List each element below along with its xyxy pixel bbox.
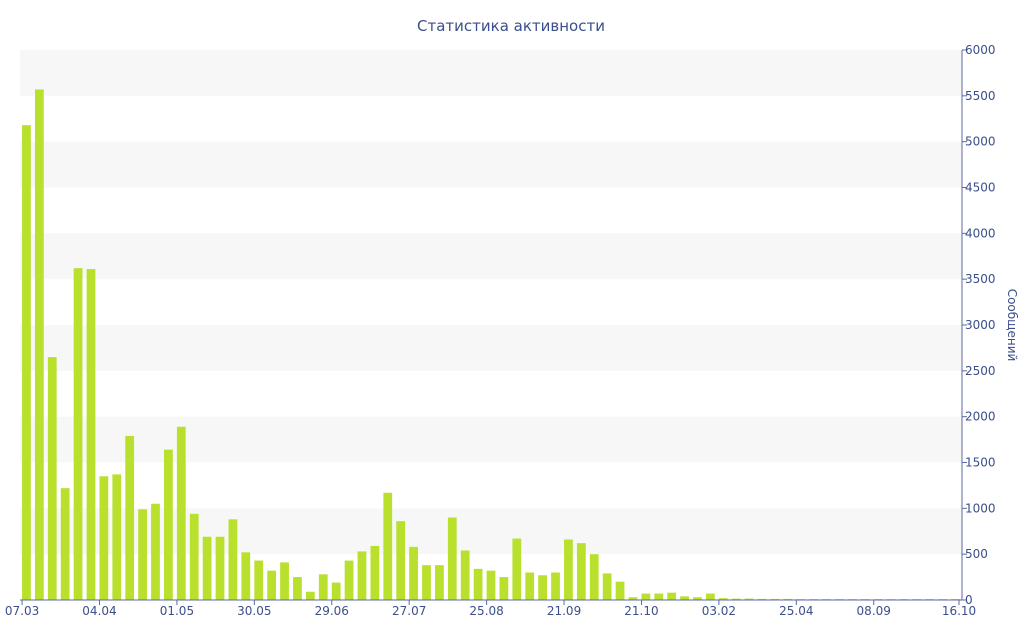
- bar: [473, 568, 483, 600]
- bar: [435, 565, 444, 600]
- bar: [318, 574, 328, 600]
- bar: [202, 536, 212, 600]
- y-axis-label: Сообщений: [1005, 289, 1019, 362]
- bar: [602, 573, 612, 600]
- bar: [486, 570, 496, 600]
- bar: [138, 509, 147, 600]
- bar: [422, 565, 431, 600]
- bar: [344, 560, 354, 600]
- bar: [396, 521, 406, 600]
- y-tick-label: 2000: [965, 410, 996, 424]
- bar: [551, 572, 560, 600]
- y-tick-label: 4000: [965, 226, 996, 240]
- x-tick-label: 29.06: [315, 604, 349, 618]
- bar: [164, 449, 173, 600]
- bar: [176, 426, 186, 600]
- bar: [305, 591, 315, 600]
- x-tick-label: 04.04: [82, 604, 116, 618]
- bar: [770, 598, 780, 600]
- x-tick-label: 25.08: [469, 604, 503, 618]
- bar: [757, 598, 767, 600]
- y-tick-label: 1000: [965, 501, 996, 515]
- x-tick-label: 30.05: [237, 604, 271, 618]
- bar: [589, 554, 599, 600]
- y-tick-label: 1500: [965, 456, 996, 470]
- bar: [783, 598, 793, 600]
- bar: [189, 513, 199, 600]
- grid-band: [20, 141, 962, 188]
- chart-title: Статистика активности: [417, 17, 605, 35]
- bar: [254, 560, 264, 600]
- bar: [447, 517, 457, 600]
- bar: [99, 476, 109, 600]
- bar: [47, 357, 57, 600]
- bar: [564, 539, 573, 600]
- bar: [705, 593, 715, 600]
- bar: [693, 597, 702, 600]
- bar: [654, 593, 664, 600]
- bar: [331, 582, 341, 600]
- bar: [576, 543, 586, 600]
- bar: [628, 597, 638, 600]
- bar: [86, 269, 96, 600]
- bar: [744, 598, 754, 601]
- grid-band: [20, 50, 962, 96]
- bar: [34, 89, 44, 601]
- bar: [512, 538, 522, 600]
- bar: [73, 268, 83, 600]
- x-tick-label: 07.03: [5, 604, 39, 618]
- bar: [357, 551, 367, 600]
- grid-band: [20, 416, 962, 463]
- grid-band: [20, 233, 962, 280]
- y-tick-label: 3500: [965, 272, 996, 286]
- x-tick-label: 21.10: [624, 604, 658, 618]
- y-tick-label: 500: [965, 547, 988, 561]
- bar: [667, 592, 677, 600]
- bar: [538, 575, 547, 600]
- y-tick-label: 5000: [965, 135, 996, 149]
- bar: [241, 552, 251, 600]
- bar: [267, 570, 277, 600]
- y-tick-label: 3000: [965, 318, 996, 332]
- x-tick-label: 03.02: [702, 604, 736, 618]
- y-tick-label: 2500: [965, 364, 996, 378]
- x-tick-label: 01.05: [160, 604, 194, 618]
- bar: [731, 598, 741, 601]
- y-axis-ticks: 0 500 1000 1500 2000 2500 3000 3500 4000 4500 5000…: [962, 43, 996, 607]
- y-tick-label: 5500: [965, 89, 996, 103]
- y-tick-label: 4500: [965, 181, 996, 195]
- y-tick-label: 6000: [965, 43, 996, 57]
- bar: [680, 596, 689, 600]
- bar: [293, 577, 302, 600]
- x-tick-label: 25.04: [779, 604, 813, 618]
- x-tick-label: 16.10: [942, 604, 976, 618]
- grid-band: [20, 508, 962, 555]
- bar: [499, 577, 509, 600]
- bar: [280, 562, 289, 600]
- bar: [151, 503, 160, 600]
- x-axis-ticks: 07.03 04.04 01.05 30.05 29.06 27.07 25.08 21.09…: [5, 600, 976, 618]
- bar: [112, 474, 122, 600]
- x-tick-label: 08.09: [857, 604, 891, 618]
- bar: [215, 536, 225, 600]
- bar: [525, 572, 535, 600]
- bar: [615, 581, 625, 600]
- bar-series: [22, 89, 960, 601]
- bar: [409, 546, 418, 600]
- bar: [228, 519, 238, 600]
- bar: [460, 550, 470, 600]
- bar: [370, 545, 380, 600]
- bar: [60, 488, 70, 600]
- x-tick-label: 27.07: [392, 604, 426, 618]
- x-tick-label: 21.09: [547, 604, 581, 618]
- y-tick-label: 0: [965, 593, 973, 607]
- bar: [125, 435, 135, 600]
- bar: [383, 492, 393, 600]
- bar: [22, 125, 31, 601]
- bar: [641, 593, 651, 600]
- grid-band: [20, 325, 962, 371]
- grid-bands: [20, 50, 962, 555]
- bar: [718, 598, 728, 600]
